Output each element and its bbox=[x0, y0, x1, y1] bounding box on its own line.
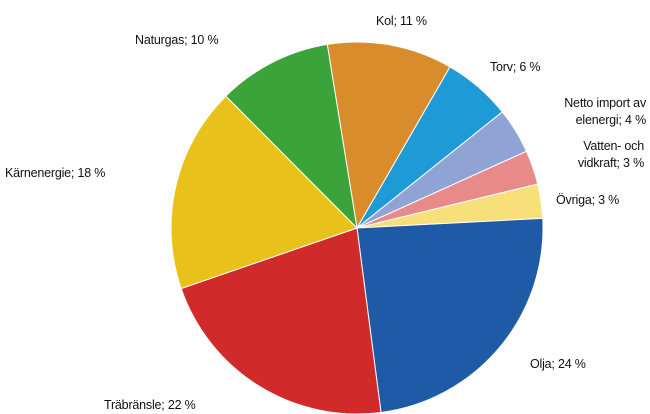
slice-label: Vatten- och vidkraft; 3 % bbox=[577, 139, 644, 170]
slice-label: Naturgas; 10 % bbox=[135, 33, 219, 47]
pie-slice bbox=[326, 41, 451, 230]
pie-slice bbox=[170, 95, 358, 290]
slice-label: Olja; 24 % bbox=[530, 357, 586, 371]
pie-slice bbox=[225, 43, 358, 230]
slice-label: Torv; 6 % bbox=[490, 60, 541, 74]
slice-label: Träbränsle; 22 % bbox=[104, 398, 196, 412]
slice-label: Övriga; 3 % bbox=[556, 193, 620, 207]
slice-label: Kol; 11 % bbox=[376, 14, 427, 28]
slice-label: Netto import av elenergi; 4 % bbox=[564, 96, 646, 127]
slice-label: Kärnenergie; 18 % bbox=[5, 166, 106, 180]
pie-slice bbox=[356, 217, 544, 414]
